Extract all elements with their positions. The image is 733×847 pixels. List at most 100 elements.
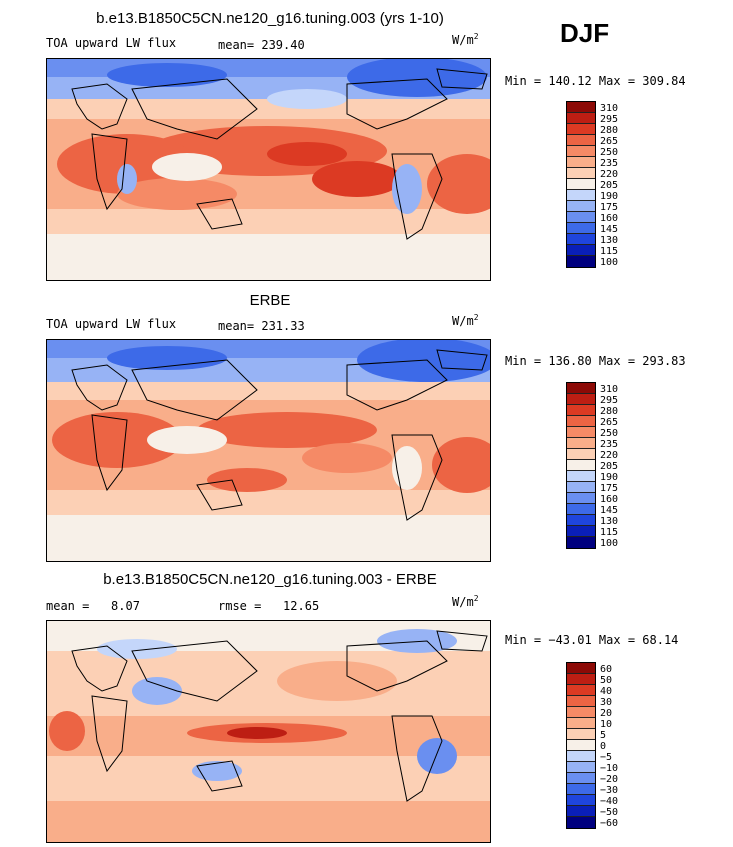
colorbar-level-label: −60 xyxy=(600,818,619,829)
colorbar-swatch xyxy=(567,135,595,146)
panel2-mean: mean= 231.33 xyxy=(218,319,305,333)
colorbar-level-label: 220 xyxy=(600,169,619,180)
colorbar-level-label: −10 xyxy=(600,763,619,774)
colorbar-level-label: 115 xyxy=(600,527,619,538)
panel1-minmax: Min = 140.12 Max = 309.84 xyxy=(505,74,686,88)
colorbar-swatch xyxy=(567,394,595,405)
colorbar-swatch xyxy=(567,526,595,537)
panel2-units: W/m2 xyxy=(452,313,479,328)
colorbar-swatch xyxy=(567,212,595,223)
colorbar-swatch xyxy=(567,663,595,674)
panel1-map xyxy=(46,58,491,281)
colorbar-level-label: 130 xyxy=(600,235,619,246)
colorbar-swatch xyxy=(567,537,595,548)
colorbar-level-label: −50 xyxy=(600,807,619,818)
panel2-minmax: Min = 136.80 Max = 293.83 xyxy=(505,354,686,368)
colorbar-swatch xyxy=(567,773,595,784)
colorbar-swatch xyxy=(567,674,595,685)
colorbar-swatch xyxy=(567,449,595,460)
colorbar-level-label: 0 xyxy=(600,741,607,752)
panel1-title: b.e13.B1850C5CN.ne120_g16.tuning.003 (yr… xyxy=(96,10,444,27)
colorbar-level-label: 145 xyxy=(600,224,619,235)
colorbar-swatch xyxy=(567,817,595,828)
colorbar-swatch xyxy=(567,383,595,394)
colorbar-swatch xyxy=(567,806,595,817)
colorbar-level-label: 160 xyxy=(600,494,619,505)
panel2-title: ERBE xyxy=(249,292,291,309)
colorbar-level-label: 265 xyxy=(600,136,619,147)
panel2-map xyxy=(46,339,491,562)
colorbar-level-label: 265 xyxy=(600,417,619,428)
season-label: DJF xyxy=(560,18,610,48)
colorbar-level-label: 250 xyxy=(600,428,619,439)
panel3-mean: mean = 8.07 xyxy=(46,599,140,613)
colorbar-swatch xyxy=(567,256,595,267)
colorbar-level-label: 60 xyxy=(600,664,613,675)
colorbar-swatch xyxy=(567,784,595,795)
colorbar-swatch xyxy=(567,751,595,762)
colorbar-level-label: 205 xyxy=(600,461,619,472)
colorbar-swatch xyxy=(567,460,595,471)
colorbar-swatch xyxy=(567,515,595,526)
panel3-colorbar xyxy=(566,662,596,829)
colorbar-level-label: 30 xyxy=(600,697,613,708)
panel2-colorbar xyxy=(566,382,596,549)
panel3-colorbar-labels: 60 50 40 30 20 10 5 0 −5 −10 −20 −30 −40 −50 −60 xyxy=(600,664,618,829)
colorbar-level-label: 100 xyxy=(600,257,619,268)
colorbar-swatch xyxy=(567,493,595,504)
colorbar-level-label: 190 xyxy=(600,191,619,202)
colorbar-swatch xyxy=(567,762,595,773)
colorbar-swatch xyxy=(567,696,595,707)
panel1-colorbar xyxy=(566,101,596,268)
colorbar-level-label: 280 xyxy=(600,125,619,136)
colorbar-swatch xyxy=(567,124,595,135)
panel3-map xyxy=(46,620,491,843)
colorbar-level-label: 10 xyxy=(600,719,613,730)
colorbar-swatch xyxy=(567,416,595,427)
colorbar-level-label: 175 xyxy=(600,483,619,494)
colorbar-level-label: −20 xyxy=(600,774,619,785)
colorbar-swatch xyxy=(567,245,595,256)
colorbar-swatch xyxy=(567,795,595,806)
colorbar-swatch xyxy=(567,223,595,234)
colorbar-level-label: 130 xyxy=(600,516,619,527)
colorbar-swatch xyxy=(567,729,595,740)
colorbar-swatch xyxy=(567,113,595,124)
colorbar-level-label: 235 xyxy=(600,439,619,450)
colorbar-level-label: 175 xyxy=(600,202,619,213)
colorbar-level-label: 250 xyxy=(600,147,619,158)
colorbar-swatch xyxy=(567,146,595,157)
colorbar-level-label: −5 xyxy=(600,752,613,763)
panel3-title: b.e13.B1850C5CN.ne120_g16.tuning.003 - E… xyxy=(103,571,437,588)
colorbar-swatch xyxy=(567,102,595,113)
panel2-variable: TOA upward LW flux xyxy=(46,317,177,331)
colorbar-swatch xyxy=(567,685,595,696)
colorbar-level-label: 5 xyxy=(600,730,607,741)
colorbar-level-label: −40 xyxy=(600,796,619,807)
colorbar-level-label: 160 xyxy=(600,213,619,224)
panel1-units: W/m2 xyxy=(452,32,479,47)
panel2-colorbar-labels: 310 295 280 265 250 235 220 205 190 175 160 145 130 1… xyxy=(600,384,618,549)
colorbar-level-label: 295 xyxy=(600,114,619,125)
colorbar-level-label: 220 xyxy=(600,450,619,461)
colorbar-level-label: 115 xyxy=(600,246,619,257)
colorbar-swatch xyxy=(567,504,595,515)
colorbar-level-label: 50 xyxy=(600,675,613,686)
colorbar-level-label: 295 xyxy=(600,395,619,406)
colorbar-swatch xyxy=(567,718,595,729)
panel1-colorbar-labels: 310 295 280 265 250 235 220 205 190 175 160 145 130 1… xyxy=(600,103,618,268)
colorbar-swatch xyxy=(567,168,595,179)
colorbar-level-label: 190 xyxy=(600,472,619,483)
colorbar-level-label: 145 xyxy=(600,505,619,516)
colorbar-level-label: 310 xyxy=(600,103,619,114)
colorbar-swatch xyxy=(567,471,595,482)
colorbar-level-label: 40 xyxy=(600,686,613,697)
colorbar-swatch xyxy=(567,234,595,245)
panel3-rmse: rmse = 12.65 xyxy=(218,599,320,613)
colorbar-swatch xyxy=(567,482,595,493)
colorbar-swatch xyxy=(567,438,595,449)
colorbar-swatch xyxy=(567,707,595,718)
colorbar-swatch xyxy=(567,179,595,190)
panel1-variable: TOA upward LW flux xyxy=(46,36,177,50)
colorbar-swatch xyxy=(567,740,595,751)
